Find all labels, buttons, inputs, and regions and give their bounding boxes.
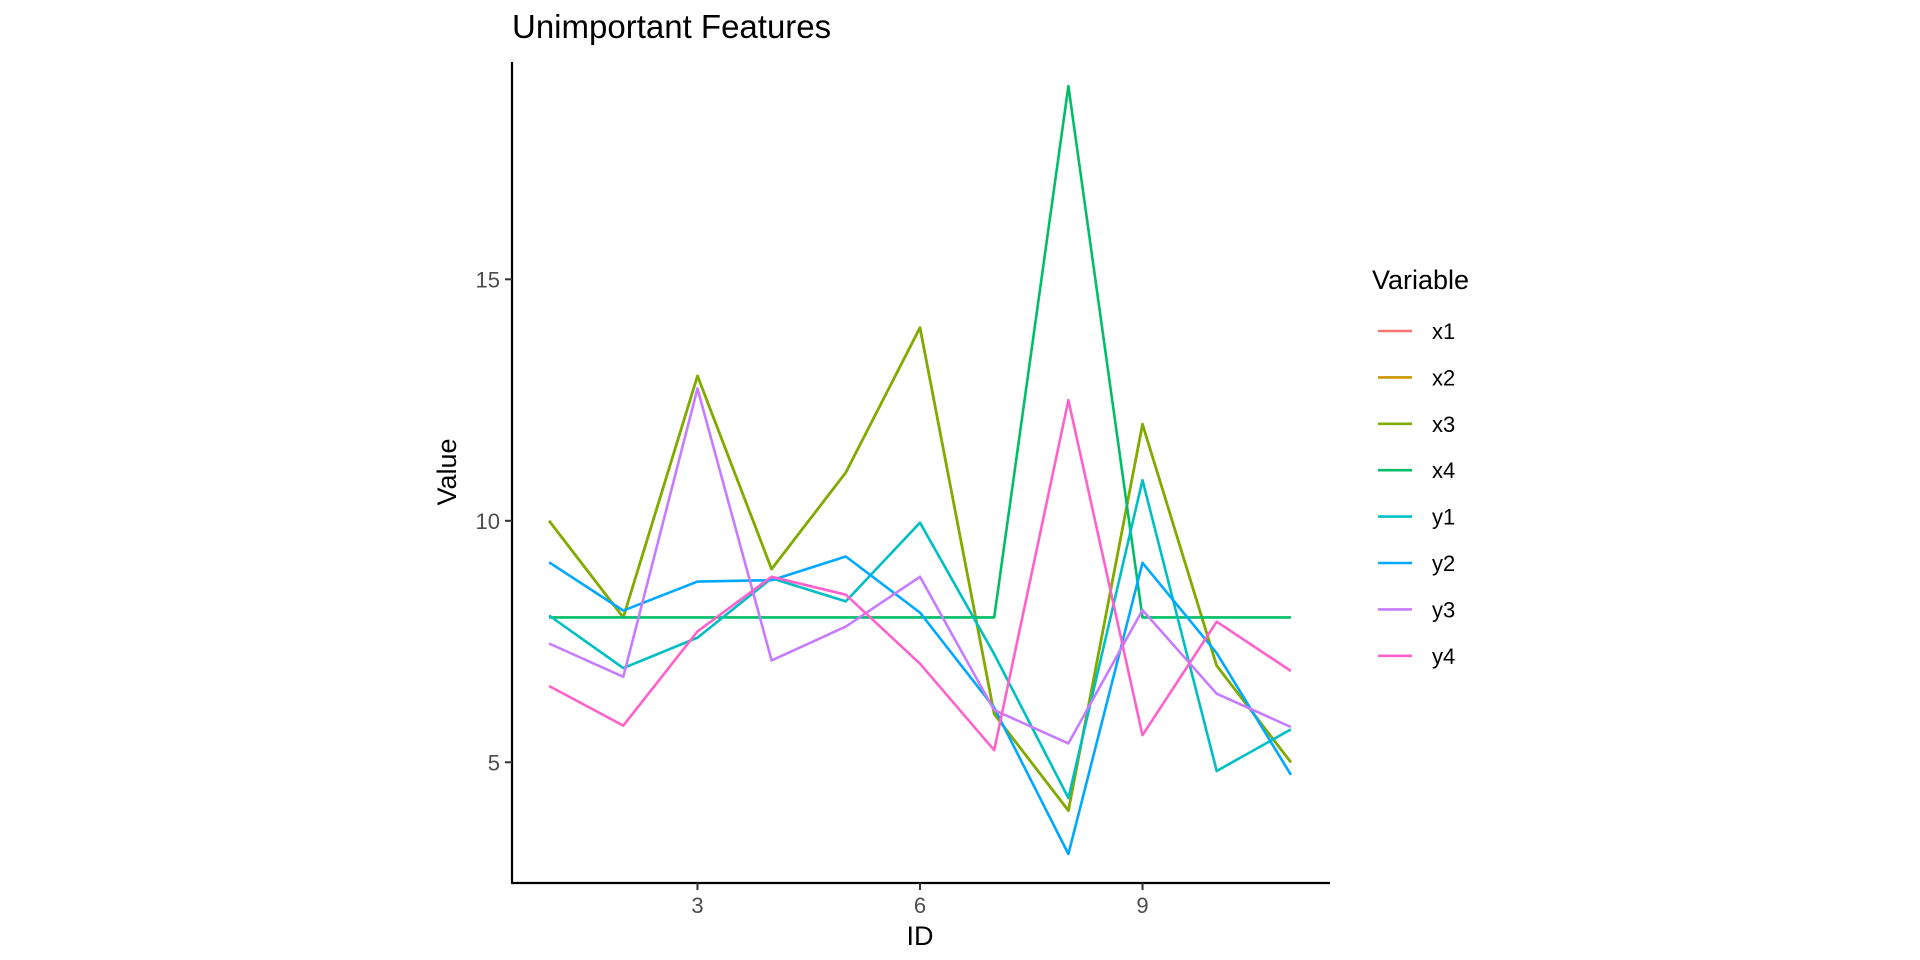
legend-label: y3: [1432, 597, 1455, 622]
series-layer: [548, 84, 1293, 856]
legend-item-y3: y3: [1378, 597, 1455, 622]
series-line-y4: [548, 398, 1292, 752]
legend-items: x1 x2 x3 x4 y1 y2 y3 y4: [1378, 319, 1455, 669]
legend-item-y1: y1: [1378, 505, 1455, 530]
legend-label: x2: [1432, 365, 1455, 390]
legend: Variable x1 x2 x3 x4 y1 y2 y3 y4: [1372, 265, 1469, 669]
legend-item-x2: x2: [1378, 365, 1455, 390]
x-tick-label: 6: [914, 893, 926, 918]
legend-label: x1: [1432, 319, 1455, 344]
legend-item-x3: x3: [1378, 412, 1455, 437]
series-line-y1: [548, 478, 1292, 800]
y-tick-label: 15: [476, 267, 500, 292]
series-line-x2: [548, 326, 1292, 812]
legend-item-x4: x4: [1378, 458, 1455, 483]
x-axis-title: ID: [907, 921, 934, 951]
legend-item-y4: y4: [1378, 644, 1455, 669]
series-line-x1: [548, 326, 1292, 812]
legend-label: x4: [1432, 458, 1455, 483]
legend-label: y4: [1432, 644, 1455, 669]
y-axis-ticks: 5 10 15: [476, 267, 512, 775]
y-tick-label: 10: [476, 509, 500, 534]
legend-label: y1: [1432, 505, 1455, 530]
legend-label: y2: [1432, 551, 1455, 576]
series-line-x4: [549, 84, 1291, 619]
series-line-x3: [548, 326, 1292, 812]
x-tick-label: 9: [1136, 893, 1148, 918]
legend-label: x3: [1432, 412, 1455, 437]
legend-title: Variable: [1372, 265, 1469, 295]
x-axis-ticks: 3 6 9: [691, 883, 1149, 918]
chart-title: Unimportant Features: [512, 8, 831, 45]
legend-item-x1: x1: [1378, 319, 1455, 344]
y-axis-title: Value: [432, 438, 462, 505]
legend-item-y2: y2: [1378, 551, 1455, 576]
y-tick-label: 5: [488, 750, 500, 775]
series-line-y3: [548, 387, 1292, 745]
x-tick-label: 3: [691, 893, 703, 918]
series-line-y2: [548, 555, 1293, 856]
